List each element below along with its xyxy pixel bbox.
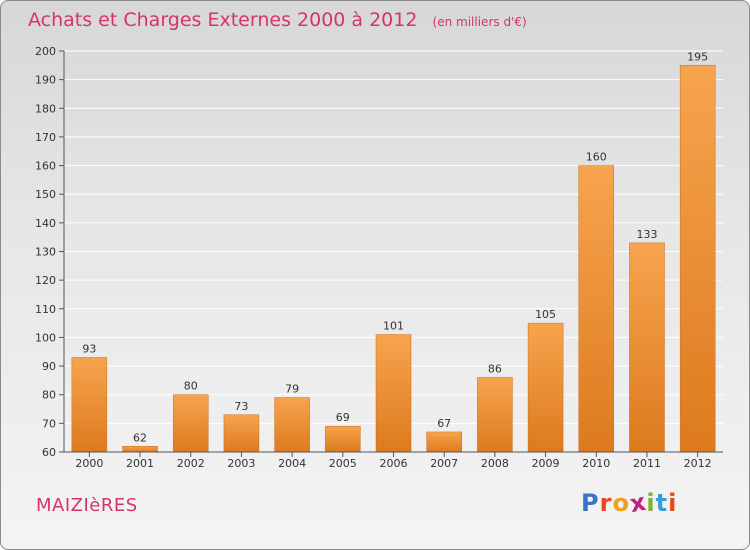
- data-label-2010: 160: [586, 151, 607, 164]
- y-tick-label: 100: [35, 331, 56, 344]
- data-label-2012: 195: [687, 50, 708, 63]
- x-tick-label: 2003: [227, 457, 255, 470]
- chart-title: Achats et Charges Externes 2000 à 2012: [28, 9, 418, 31]
- bar-2003: [223, 414, 260, 453]
- data-label-2000: 93: [82, 342, 96, 355]
- x-tick-label: 2002: [177, 457, 205, 470]
- y-tick-label: 120: [35, 274, 56, 287]
- bar-2007: [426, 431, 462, 453]
- bar-2002: [172, 394, 209, 453]
- x-tick-label: 2008: [481, 457, 509, 470]
- y-tick-label: 110: [35, 303, 56, 316]
- bar-2006: [375, 334, 412, 453]
- x-tick-label: 2005: [329, 457, 357, 470]
- y-tick-label: 60: [42, 446, 56, 459]
- data-label-2007: 67: [437, 417, 451, 430]
- data-label-2005: 69: [336, 411, 350, 424]
- data-label-2006: 101: [383, 320, 404, 333]
- title-row: Achats et Charges Externes 2000 à 2012 (…: [28, 9, 527, 31]
- y-tick-label: 180: [35, 102, 56, 115]
- bar-2009: [527, 322, 564, 453]
- logo-letter: t: [655, 489, 669, 517]
- bar-2005: [325, 425, 361, 453]
- x-tick-label: 2006: [380, 457, 408, 470]
- y-tick-label: 140: [35, 217, 56, 230]
- data-labels: 93 62 80 73 79 69 101 67 86 105 160 133 195: [82, 50, 708, 444]
- x-tick-label: 2009: [532, 457, 560, 470]
- x-tick-label: 2011: [633, 457, 661, 470]
- bar-2000: [71, 357, 108, 453]
- data-label-2003: 73: [234, 400, 248, 413]
- x-tick-label: 2012: [684, 457, 712, 470]
- bar-2001: [122, 446, 158, 453]
- x-tick-label: 2010: [582, 457, 610, 470]
- y-tick-label: 150: [35, 188, 56, 201]
- bar-2008: [477, 377, 513, 453]
- bars: [71, 65, 716, 453]
- chart-subtitle: (en milliers d'€): [432, 15, 527, 29]
- logo-letter: o: [612, 489, 630, 517]
- y-tick-label: 160: [35, 160, 56, 173]
- bar-2012: [679, 65, 716, 453]
- logo-letter: P: [581, 489, 600, 517]
- y-tick-label: 190: [35, 74, 56, 87]
- x-tick-label: 2001: [126, 457, 154, 470]
- commune-name: MAIZIèRES: [36, 495, 138, 516]
- y-tick-label: 70: [42, 417, 56, 430]
- logo-letter: i: [646, 489, 656, 517]
- bar-2004: [274, 397, 310, 453]
- bar-2011: [629, 242, 665, 453]
- y-tick-label: 80: [42, 389, 56, 402]
- y-tick-label: 90: [42, 360, 56, 373]
- data-label-2009: 105: [535, 308, 556, 321]
- bar-2010: [578, 165, 615, 453]
- y-tick-label: 170: [35, 131, 56, 144]
- data-label-2011: 133: [636, 228, 657, 241]
- logo-letter: i: [668, 489, 678, 517]
- logo-letter: r: [599, 489, 613, 517]
- y-tick-label: 130: [35, 246, 56, 259]
- y-tick-label: 200: [35, 45, 56, 58]
- x-axis-ticks: 2000 2001 2002 2003 2004 2005 2006 2007 2008 2009…: [64, 451, 723, 470]
- data-label-2002: 80: [184, 380, 198, 393]
- x-tick-label: 2007: [430, 457, 458, 470]
- y-axis-ticks: 60 70 80 90 100 110 120 130 140 150 160 170 180 190 20…: [35, 45, 65, 459]
- data-label-2001: 62: [133, 431, 147, 444]
- x-tick-label: 2000: [75, 457, 103, 470]
- x-tick-label: 2004: [278, 457, 306, 470]
- data-label-2008: 86: [488, 363, 502, 376]
- proxiti-logo[interactable]: Proxiti: [581, 488, 678, 518]
- data-label-2004: 79: [285, 383, 299, 396]
